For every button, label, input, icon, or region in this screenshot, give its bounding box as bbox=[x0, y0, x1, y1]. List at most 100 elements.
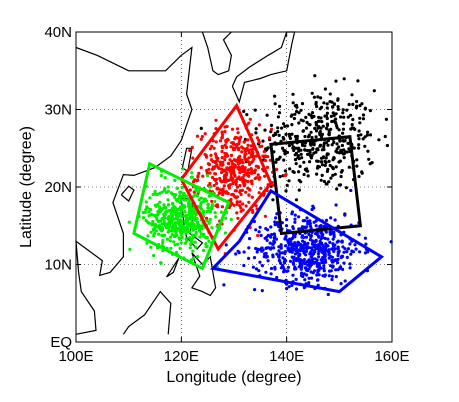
scatter-point bbox=[306, 135, 311, 139]
scatter-point bbox=[322, 145, 326, 149]
scatter-point bbox=[219, 167, 224, 171]
scatter-point bbox=[248, 237, 252, 241]
scatter-point bbox=[310, 258, 314, 263]
scatter-point bbox=[329, 255, 333, 259]
scatter-point bbox=[234, 182, 238, 186]
scatter-point bbox=[167, 215, 171, 219]
scatter-point bbox=[312, 95, 316, 99]
scatter-point bbox=[271, 255, 275, 259]
scatter-point bbox=[274, 132, 278, 136]
scatter-point bbox=[355, 99, 359, 104]
scatter-point bbox=[233, 147, 237, 151]
scatter-point bbox=[314, 238, 318, 242]
scatter-point bbox=[183, 241, 187, 245]
scatter-point bbox=[159, 219, 163, 223]
scatter-point bbox=[235, 127, 240, 131]
scatter-point bbox=[188, 188, 192, 192]
scatter-point bbox=[310, 91, 314, 95]
scatter-point bbox=[202, 209, 206, 213]
scatter-point bbox=[345, 250, 349, 254]
scatter-point bbox=[294, 162, 298, 166]
scatter-point bbox=[219, 210, 223, 214]
scatter-point bbox=[269, 266, 274, 271]
scatter-point bbox=[314, 129, 319, 133]
scatter-point bbox=[218, 160, 222, 164]
scatter-point bbox=[223, 158, 227, 162]
region-polygon bbox=[132, 161, 231, 271]
scatter-point bbox=[180, 220, 184, 224]
scatter-point bbox=[220, 205, 224, 209]
scatter-point bbox=[303, 144, 307, 148]
scatter-point bbox=[204, 245, 208, 249]
x-tick-label: 140E bbox=[269, 348, 304, 365]
scatter-point bbox=[320, 163, 325, 167]
scatter-point bbox=[320, 120, 324, 124]
scatter-point bbox=[180, 185, 185, 189]
scatter-point bbox=[220, 136, 224, 140]
scatter-point bbox=[316, 95, 320, 99]
scatter-point bbox=[237, 168, 241, 172]
scatter-point bbox=[199, 137, 203, 141]
scatter-point bbox=[190, 145, 194, 149]
scatter-point bbox=[243, 149, 247, 153]
scatter-point bbox=[180, 236, 184, 240]
scatter-point bbox=[286, 238, 290, 242]
scatter-point bbox=[213, 199, 217, 204]
scatter-point bbox=[240, 150, 244, 154]
scatter-point bbox=[339, 282, 343, 286]
scatter-point bbox=[295, 109, 299, 114]
scatter-point bbox=[291, 226, 295, 231]
scatter-point bbox=[282, 158, 286, 162]
scatter-point bbox=[336, 105, 340, 109]
scatter-point bbox=[246, 186, 250, 190]
scatter-point bbox=[304, 253, 308, 257]
scatter-point bbox=[188, 207, 192, 211]
scatter-point bbox=[285, 269, 289, 273]
scatter-point bbox=[346, 141, 350, 145]
scatter-point bbox=[314, 219, 318, 223]
scatter-point bbox=[325, 111, 329, 115]
scatter-point bbox=[336, 247, 340, 251]
scatter-point bbox=[256, 165, 260, 169]
scatter-point bbox=[309, 143, 313, 147]
scatter-point bbox=[237, 146, 241, 150]
scatter-point bbox=[303, 278, 307, 282]
scatter-point bbox=[272, 232, 276, 236]
scatter-point bbox=[284, 189, 288, 193]
scatter-point bbox=[284, 132, 288, 136]
scatter-point bbox=[159, 208, 164, 212]
scatter-point bbox=[240, 145, 244, 149]
scatter-point bbox=[127, 220, 131, 224]
scatter-point bbox=[223, 231, 227, 235]
scatter-point bbox=[231, 193, 235, 197]
scatter-point bbox=[330, 277, 334, 282]
scatter-point bbox=[356, 134, 360, 138]
scatter-point bbox=[368, 109, 372, 113]
scatter-point bbox=[339, 170, 344, 174]
scatter-point bbox=[302, 258, 306, 262]
scatter-point bbox=[319, 224, 323, 228]
scatter-point bbox=[361, 137, 365, 141]
scatter-point bbox=[363, 135, 367, 139]
scatter-point bbox=[367, 157, 371, 161]
scatter-point bbox=[350, 93, 354, 97]
scatter-point bbox=[293, 158, 298, 162]
y-tick-label: 40N bbox=[44, 24, 72, 41]
region-polygon bbox=[269, 134, 363, 236]
scatter-point bbox=[316, 159, 320, 163]
scatter-point bbox=[297, 227, 301, 231]
scatter-point bbox=[174, 216, 178, 221]
scatter-point bbox=[265, 113, 269, 117]
scatter-point bbox=[363, 144, 367, 148]
scatter-point bbox=[152, 253, 156, 258]
scatter-point bbox=[342, 152, 346, 156]
scatter-point bbox=[343, 279, 347, 283]
scatter-point bbox=[336, 257, 340, 261]
scatter-point bbox=[292, 116, 296, 121]
scatter-point bbox=[172, 193, 176, 197]
scatter-point bbox=[377, 138, 381, 142]
scatter-point bbox=[298, 262, 302, 266]
scatter-point bbox=[263, 158, 268, 163]
scatter-point bbox=[341, 254, 345, 258]
scatter-point bbox=[203, 199, 207, 203]
